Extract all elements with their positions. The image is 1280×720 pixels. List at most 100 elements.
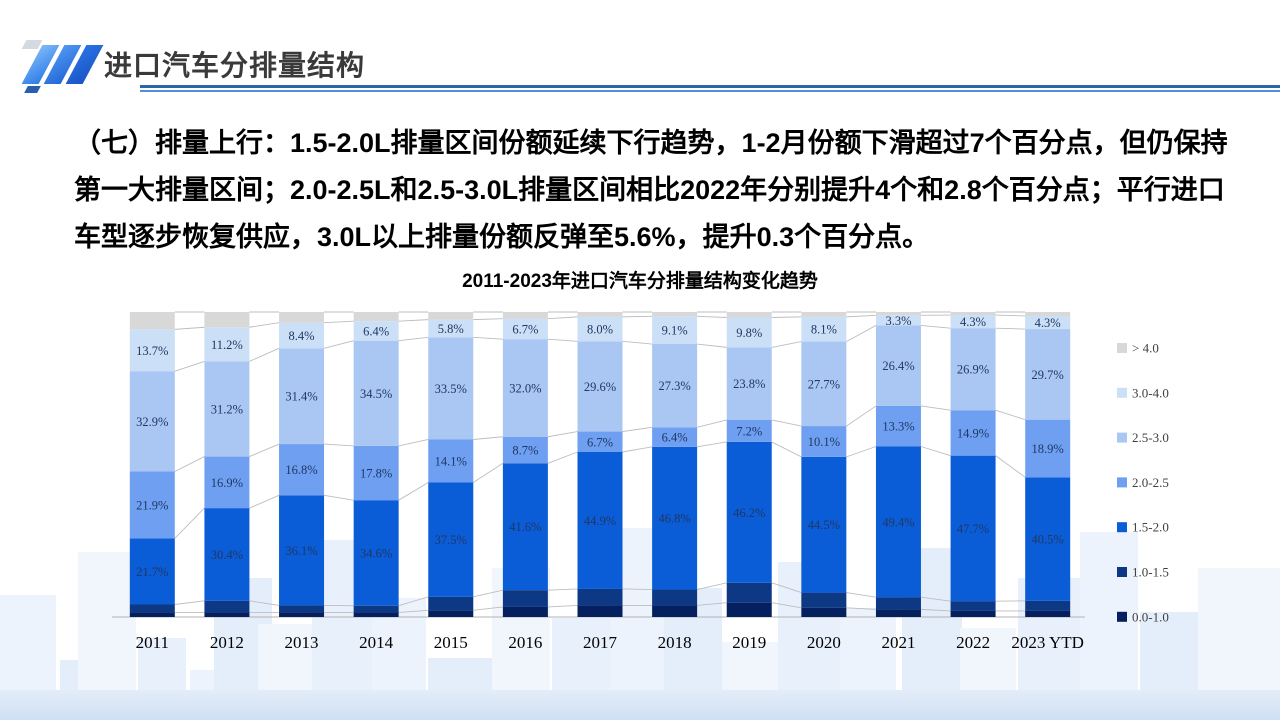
bar-value-label: 46.8% — [658, 512, 690, 526]
bar-segment — [1025, 315, 1071, 330]
bar-segment — [428, 337, 474, 440]
bar-segment — [950, 601, 996, 611]
series-connector-line — [323, 494, 354, 501]
series-connector-line — [622, 446, 653, 453]
series-connector-line — [697, 602, 727, 606]
x-axis-label: 2011 — [136, 633, 169, 652]
bar-segment — [726, 347, 772, 420]
bar-segment — [875, 315, 921, 326]
x-axis-label: 2017 — [583, 633, 618, 652]
page-title: 进口汽车分排量结构 — [104, 50, 366, 81]
bar-segment — [428, 610, 474, 617]
bar-segment — [353, 500, 399, 606]
bar-value-label: 32.9% — [136, 415, 168, 429]
series-connector-line — [323, 340, 354, 349]
bar-segment — [875, 405, 921, 447]
bar-segment — [279, 444, 325, 496]
bar-value-label: 8.4% — [289, 329, 315, 343]
bar-segment — [875, 312, 921, 316]
skyline-block — [1080, 532, 1138, 720]
bar-value-label: 9.1% — [662, 324, 688, 338]
bar-value-label: 37.5% — [435, 533, 467, 547]
series-connector-line — [771, 419, 802, 427]
series-connector-line — [174, 600, 205, 605]
bar-segment — [502, 318, 548, 340]
bar-value-label: 18.9% — [1032, 442, 1064, 456]
bar-segment — [801, 341, 847, 427]
bar-value-label: 21.7% — [136, 565, 168, 579]
bar-value-label: 31.2% — [211, 402, 243, 416]
bar-segment — [950, 610, 996, 617]
bar-segment — [204, 361, 250, 457]
series-connector-line — [398, 439, 429, 447]
bar-value-label: 13.3% — [882, 420, 914, 434]
bar-segment — [875, 325, 921, 406]
series-connector-line — [398, 609, 429, 613]
series-connector-line — [771, 316, 802, 318]
legend-swatch — [1117, 343, 1127, 353]
legend-swatch — [1117, 567, 1127, 577]
bar-value-label: 44.9% — [584, 514, 616, 528]
bar-segment — [652, 312, 698, 317]
series-connector-line — [174, 326, 205, 330]
series-connector-line — [473, 589, 503, 598]
bar-segment — [726, 317, 772, 348]
bar-segment — [801, 592, 847, 608]
bar-segment — [428, 312, 474, 320]
series-connector-line — [697, 419, 727, 428]
bar-segment — [801, 607, 847, 617]
series-connector-line — [920, 405, 951, 411]
bar-segment — [577, 316, 623, 342]
bar-segment — [577, 605, 623, 617]
bar-segment — [726, 582, 772, 603]
series-connector-line — [920, 596, 951, 602]
bar-segment — [950, 315, 996, 329]
legend-swatch — [1117, 432, 1127, 443]
series-connector-line — [995, 314, 1026, 317]
legend-label: 2.0-2.5 — [1132, 475, 1169, 490]
series-connector-line — [249, 494, 280, 509]
bar-segment — [1025, 419, 1071, 478]
bar-value-label: 6.7% — [587, 435, 613, 449]
bar-value-label: 5.8% — [438, 322, 464, 336]
bar-segment — [129, 471, 175, 539]
bar-segment — [950, 328, 996, 411]
legend-swatch — [1117, 387, 1127, 398]
x-axis-label: 2019 — [732, 633, 766, 652]
bar-value-label: 8.7% — [512, 444, 538, 458]
series-connector-line — [473, 318, 503, 321]
x-axis-label: 2020 — [807, 633, 841, 652]
bar-value-label: 27.3% — [658, 379, 690, 393]
bar-segment — [726, 441, 772, 583]
bar-value-label: 6.7% — [512, 322, 538, 336]
bar-value-label: 4.3% — [1035, 316, 1061, 330]
bar-value-label: 8.1% — [811, 323, 837, 337]
bar-segment — [801, 456, 847, 593]
skyline-strip — [0, 690, 1280, 720]
bar-value-label: 9.8% — [736, 326, 762, 340]
bar-segment — [502, 590, 548, 607]
bar-value-label: 11.2% — [211, 338, 243, 352]
series-connector-line — [547, 588, 578, 591]
bar-segment — [204, 456, 250, 509]
bar-value-label: 41.6% — [509, 520, 541, 534]
series-connector-line — [846, 607, 876, 610]
bar-value-label: 31.4% — [285, 390, 317, 404]
bar-segment — [129, 604, 175, 613]
bar-value-label: 40.5% — [1032, 533, 1064, 547]
summary-line-1: （七）排量上行：1.5-2.0L排量区间份额延续下行趋势，1-2月份额下滑超过7… — [74, 128, 1228, 158]
bar-segment — [279, 348, 325, 445]
summary-paragraph: （七）排量上行：1.5-2.0L排量区间份额延续下行趋势，1-2月份额下滑超过7… — [74, 120, 1228, 261]
series-connector-line — [547, 316, 578, 320]
series-connector-line — [547, 451, 578, 464]
slash-ghost — [21, 40, 43, 49]
bar-segment — [353, 312, 399, 322]
series-connector-line — [846, 325, 877, 342]
legend-label: 2.5-3.0 — [1132, 430, 1169, 445]
bar-segment — [1025, 610, 1071, 617]
bar-segment — [950, 410, 996, 456]
series-connector-line — [473, 462, 504, 483]
bar-segment — [204, 612, 250, 617]
bar-value-label: 34.5% — [360, 387, 392, 401]
